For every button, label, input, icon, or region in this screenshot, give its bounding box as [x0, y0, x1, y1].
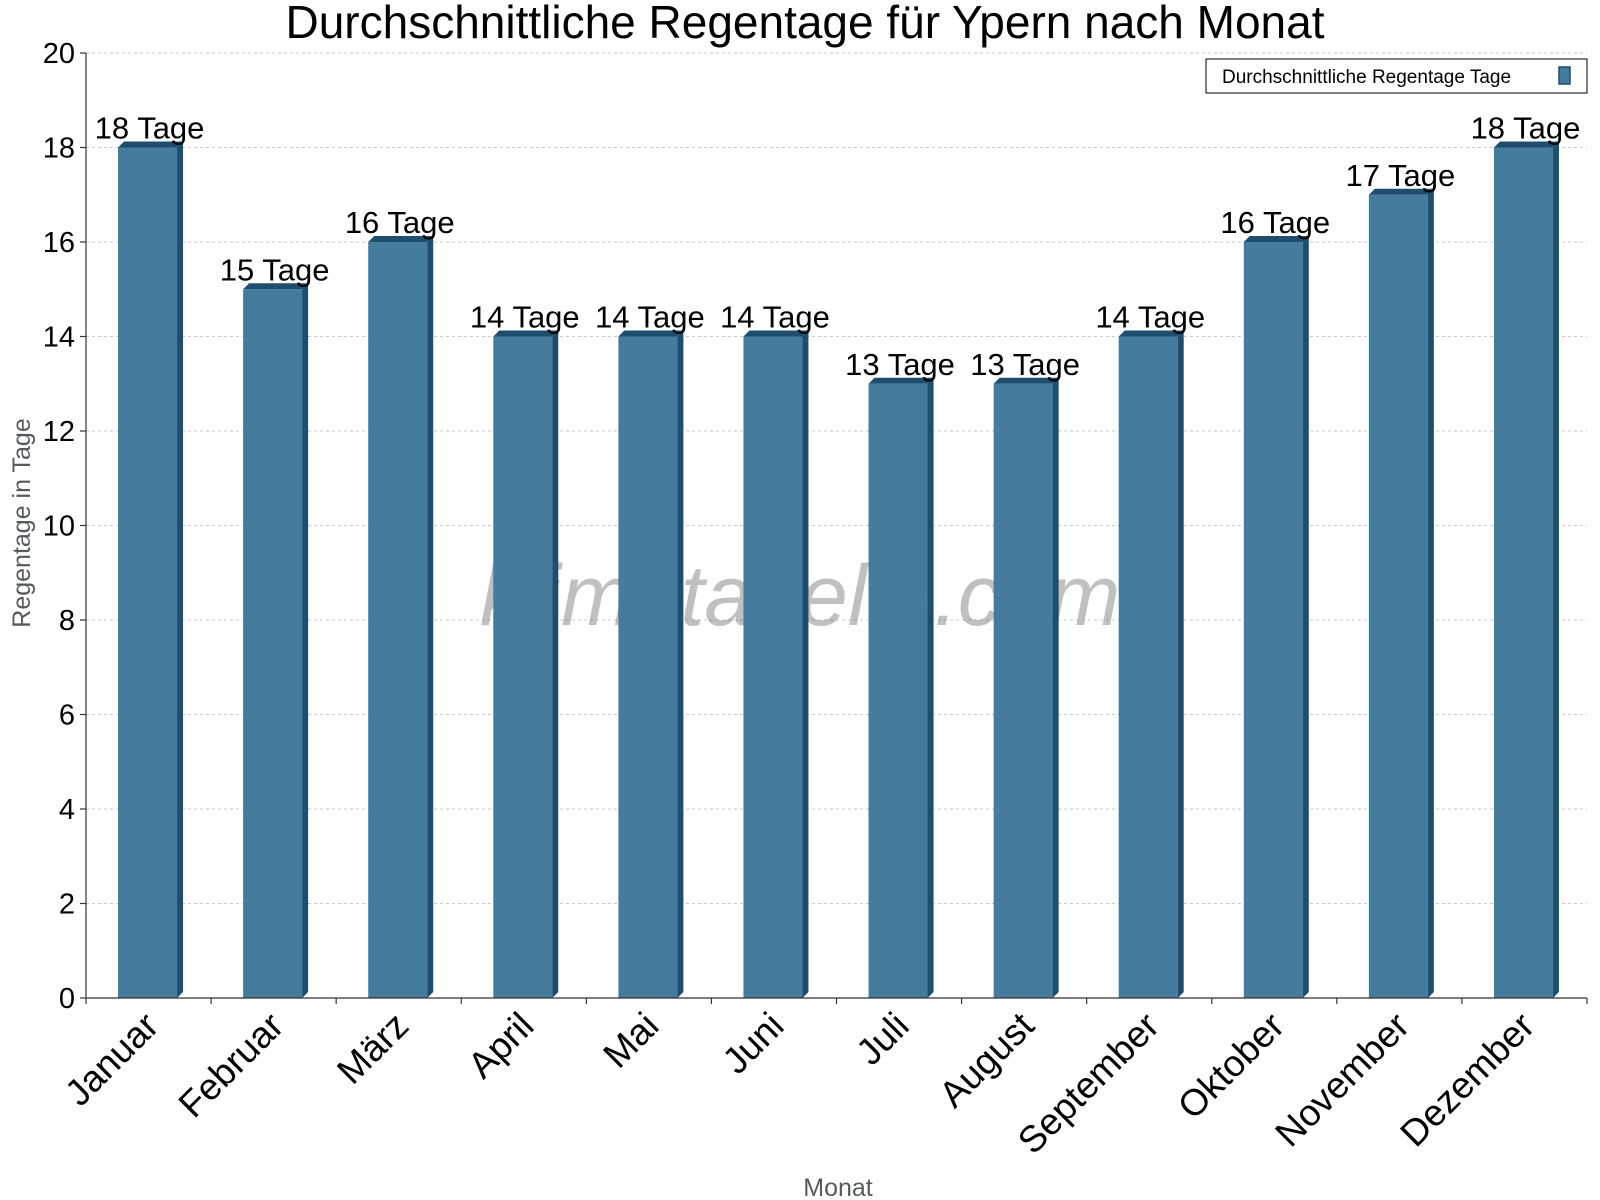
- y-tick-label: 0: [59, 983, 75, 1015]
- bar-front: [868, 383, 928, 998]
- bar-top: [868, 377, 934, 384]
- data-label: 14 Tage: [595, 300, 705, 335]
- x-tick-label: November: [1267, 1005, 1417, 1155]
- x-axis-label: Monat: [803, 1174, 873, 1200]
- bar-front: [368, 242, 428, 998]
- chart-title: Durchschnittliche Regentage für Ypern na…: [285, 0, 1324, 48]
- data-label: 14 Tage: [470, 300, 580, 335]
- y-axis-label: Regentage in Tage: [8, 418, 36, 627]
- y-tick-label: 4: [59, 794, 75, 826]
- bar-front: [1368, 194, 1428, 998]
- data-label: 16 Tage: [1220, 205, 1330, 240]
- x-tick-label: August: [931, 1004, 1042, 1115]
- x-tick-label: April: [460, 1005, 541, 1086]
- bar-side: [802, 330, 809, 998]
- bar-märz: [368, 236, 434, 998]
- bar-top: [118, 141, 184, 148]
- bar-top: [493, 330, 559, 337]
- data-label: 15 Tage: [220, 252, 330, 287]
- bar-side: [1552, 141, 1559, 998]
- bar-front: [493, 336, 553, 998]
- bar-side: [552, 330, 559, 998]
- legend-label: Durchschnittliche Regentage Tage: [1222, 67, 1511, 88]
- bar-front: [118, 147, 178, 998]
- y-tick-label: 18: [43, 133, 75, 165]
- data-labels: 18 Tage 15 Tage 16 Tage 14 Tage 14 Tage 14 Ta…: [95, 111, 1581, 382]
- bar-side: [427, 236, 434, 998]
- bar-top: [993, 377, 1059, 384]
- x-tick-label: Januar: [57, 1005, 166, 1114]
- data-label: 13 Tage: [845, 347, 955, 382]
- y-tick-label: 6: [59, 700, 75, 732]
- bar-mai: [618, 330, 684, 998]
- bar-side: [677, 330, 684, 998]
- bar-dezember: [1493, 141, 1559, 998]
- data-label: 14 Tage: [1095, 300, 1205, 335]
- bar-front: [243, 289, 303, 998]
- bar-side: [1302, 236, 1309, 998]
- bar-side: [177, 141, 184, 998]
- x-tick-label: Juni: [715, 1005, 792, 1082]
- x-tick-label: Mai: [595, 1005, 666, 1076]
- bar-front: [1118, 336, 1178, 998]
- bar-januar: [118, 141, 184, 998]
- bar-september: [1118, 330, 1184, 998]
- bar-top: [243, 283, 309, 290]
- bar-front: [618, 336, 678, 998]
- bar-front: [993, 383, 1053, 998]
- x-tick-label: Juli: [848, 1005, 916, 1073]
- bar-top: [743, 330, 809, 337]
- bar-november: [1368, 188, 1434, 998]
- data-label: 18 Tage: [95, 111, 205, 146]
- data-label: 17 Tage: [1345, 158, 1455, 193]
- bar-side: [927, 377, 934, 998]
- x-tick-label: Dezember: [1392, 1005, 1542, 1155]
- bar-juli: [868, 377, 934, 998]
- bar-april: [493, 330, 559, 998]
- y-tick-label: 2: [59, 889, 75, 921]
- x-tick-label: Oktober: [1170, 1005, 1292, 1127]
- bar-front: [743, 336, 803, 998]
- x-tick-label: Februar: [171, 1005, 292, 1126]
- legend-box: [1205, 58, 1588, 94]
- bar-juni: [743, 330, 809, 998]
- gridlines: [86, 52, 1587, 904]
- data-label: 14 Tage: [720, 300, 830, 335]
- bar-top: [1368, 188, 1434, 195]
- y-tick-label: 16: [43, 227, 75, 259]
- y-tick-label: 12: [43, 416, 75, 448]
- y-tick-label: 10: [43, 511, 75, 543]
- x-tick-label: März: [329, 1005, 416, 1092]
- bar-top: [1118, 330, 1184, 337]
- legend-swatch: [1558, 66, 1571, 85]
- bar-oktober: [1243, 236, 1309, 998]
- data-label: 16 Tage: [345, 205, 455, 240]
- bar-top: [368, 236, 434, 242]
- data-label: 13 Tage: [970, 347, 1080, 382]
- bar-side: [1052, 377, 1059, 998]
- bar-februar: [243, 283, 309, 998]
- bar-side: [302, 283, 309, 998]
- bar-front: [1493, 147, 1553, 998]
- bar-top: [1243, 236, 1309, 242]
- x-tick-labels: Januar Februar März April Mai Juni Juli AugustS…: [57, 1004, 1542, 1161]
- legend: Durchschnittliche Regentage Tage: [1205, 58, 1588, 94]
- bar-side: [1427, 188, 1434, 998]
- axes: [80, 52, 1588, 1004]
- bars: [118, 141, 1559, 998]
- y-tick-labels: 0 2 4 6 8 10 12 14 16 18 20: [43, 38, 75, 1015]
- y-tick-label: 20: [43, 38, 75, 70]
- bar-august: [993, 377, 1059, 998]
- data-label: 18 Tage: [1471, 111, 1581, 146]
- y-tick-label: 8: [59, 605, 75, 637]
- y-tick-label: 14: [43, 322, 75, 354]
- bar-side: [1177, 330, 1184, 998]
- bar-top: [618, 330, 684, 337]
- bar-front: [1243, 242, 1303, 998]
- bar-top: [1493, 141, 1559, 148]
